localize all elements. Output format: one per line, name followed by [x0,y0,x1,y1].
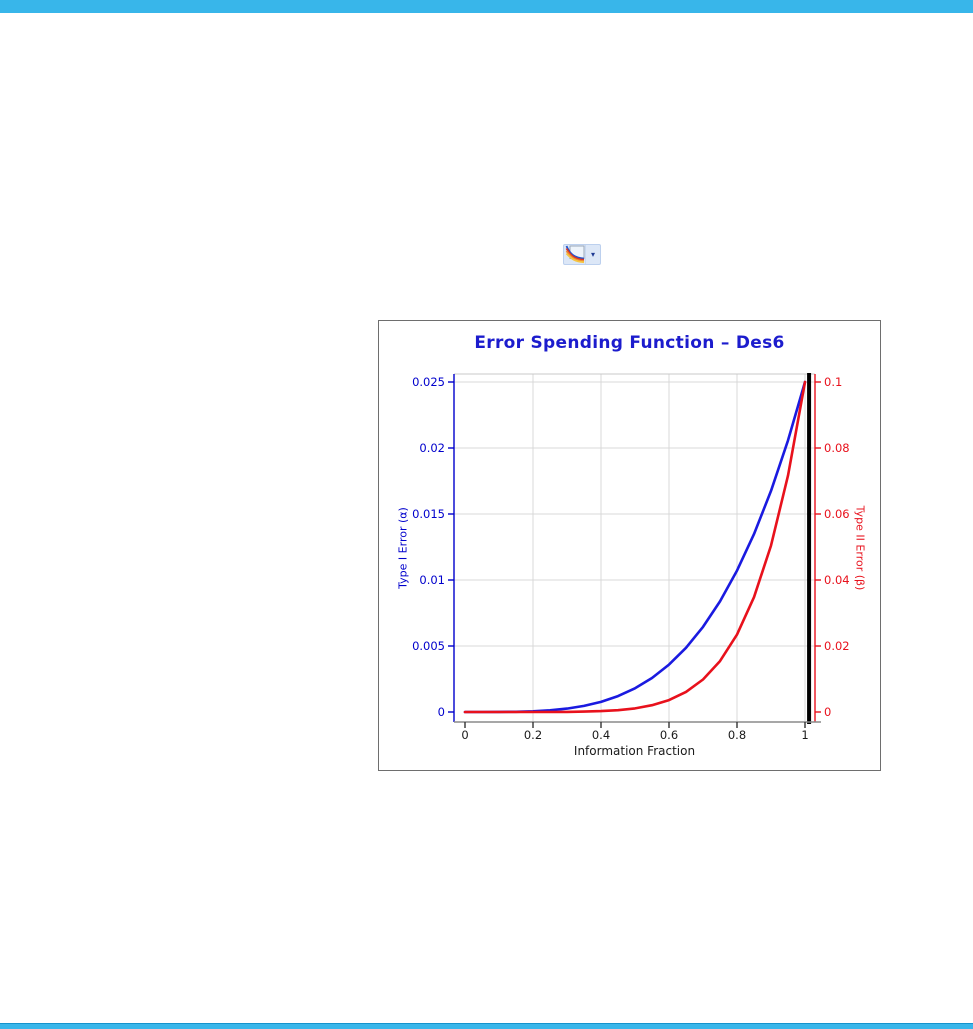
plot-menu-button[interactable]: ▾ [563,244,601,265]
y-axis-left-tick-label: 0 [438,705,445,719]
x-axis-tick-label: 0.6 [660,728,678,742]
bottom-accent-bar [0,1023,973,1029]
x-axis-tick-label: 0.2 [524,728,542,742]
y-axis-right-tick-label: 0.02 [824,639,850,653]
chevron-down-icon[interactable]: ▾ [585,245,600,264]
x-axis-tick-label: 0.4 [592,728,610,742]
alpha-spending-curve [463,380,807,714]
x-axis-tick-label: 1 [801,728,808,742]
y-axis-right-tick-label: 0 [824,705,831,719]
y-axis-left-tick-label: 0.01 [419,573,445,587]
top-accent-bar [0,0,973,13]
y-axis-left-tick-label: 0.005 [412,639,445,653]
x-axis-tick-label: 0 [461,728,468,742]
chart-canvas: 0 0.005 0.01 0.015 0.02 0.025 0 0.02 0.04 0.06 0.0… [412,373,850,742]
y-axis-right-tick-label: 0.08 [824,441,850,455]
error-spending-chart-panel: Error Spending Function – Des6 Type I Er… [378,320,881,771]
beta-spending-curve [463,380,807,714]
y-axis-right-tick-label: 0.06 [824,507,850,521]
x-axis-title: Information Fraction [573,744,696,758]
y-axis-left-tick-label: 0.02 [419,441,445,455]
y-axis-right-tick-label: 0.04 [824,573,850,587]
x-axis-tick-label: 0.8 [728,728,746,742]
y-axis-right-tick-label: 0.1 [824,375,842,389]
y-axis-left-tick-label: 0.015 [412,507,445,521]
spending-plot-icon [565,245,585,264]
chart-title: Error Spending Function – Des6 [474,333,785,353]
y-axis-left-tick-label: 0.025 [412,375,445,389]
